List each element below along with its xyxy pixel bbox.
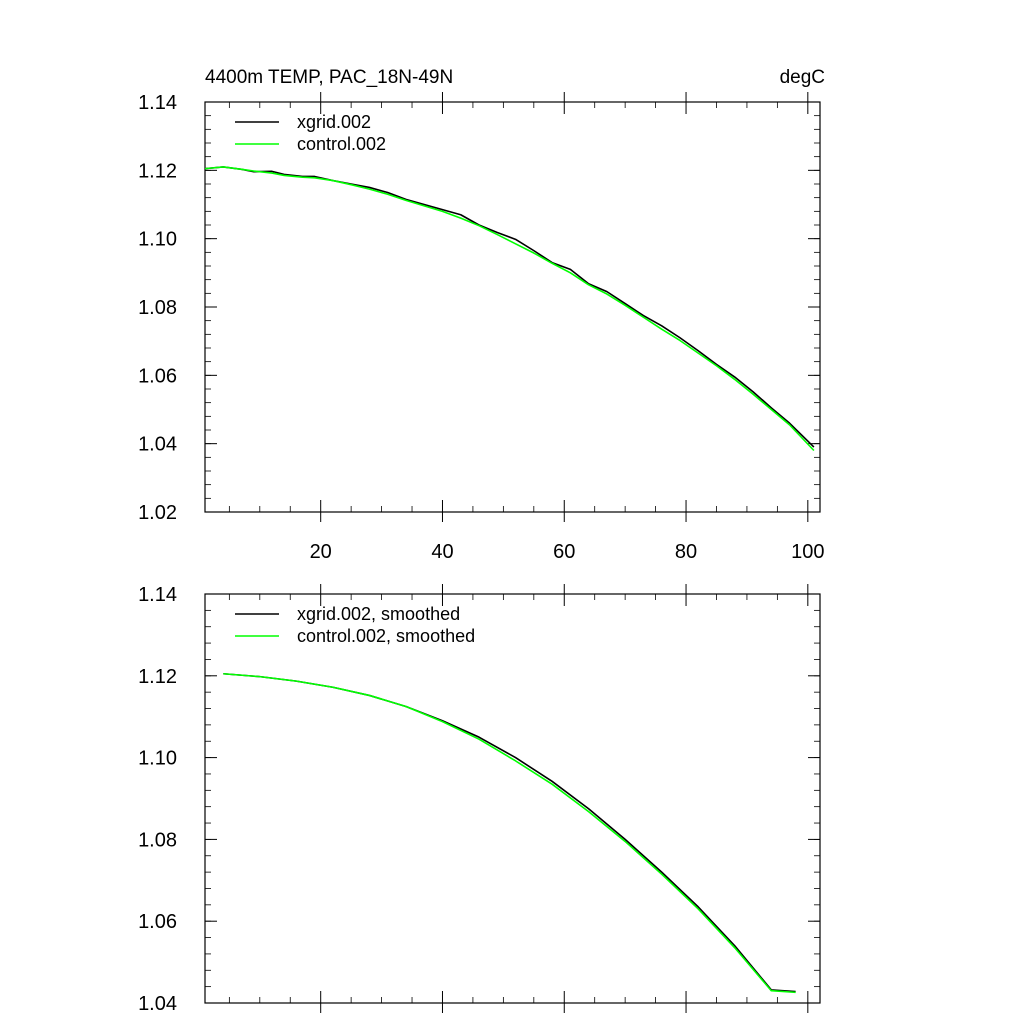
plot-frame — [204, 101, 821, 513]
y-tick-label: 1.08 — [138, 829, 177, 851]
legend-label: control.002 — [297, 134, 386, 154]
chart-title: 4400m TEMP, PAC_18N-49N — [205, 67, 453, 88]
y-tick-label: 1.10 — [138, 748, 177, 770]
x-tick-label: 80 — [675, 541, 697, 563]
y-tick-label: 1.10 — [138, 229, 177, 251]
y-tick-label: 1.06 — [138, 365, 177, 387]
top-panel: 4400m TEMP, PAC_18N-49N degC 1.02 1.04 1.0… — [138, 67, 825, 563]
x-tick-label: 60 — [553, 541, 575, 563]
y-tick-label: 1.12 — [138, 666, 177, 688]
x-tick-label: 100 — [791, 541, 824, 563]
legend-label: control.002, smoothed — [297, 626, 475, 646]
y-tick-label: 1.08 — [138, 297, 177, 319]
y-tick-label: 1.14 — [138, 92, 177, 114]
legend-label: xgrid.002 — [297, 112, 371, 132]
legend-label: xgrid.002, smoothed — [297, 604, 460, 624]
y-tick-label: 1.04 — [138, 993, 177, 1015]
series-line-control — [204, 166, 815, 452]
plot-frame — [204, 593, 821, 1004]
y-tick-label: 1.14 — [138, 584, 177, 606]
y-tick-label: 1.12 — [138, 160, 177, 182]
series-line-xgrid — [204, 166, 815, 448]
x-tick-label: 20 — [310, 541, 332, 563]
y-tick-label: 1.02 — [138, 502, 177, 524]
units-label: degC — [780, 67, 825, 88]
x-tick-label: 40 — [431, 541, 453, 563]
series-line-control — [223, 672, 796, 994]
y-tick-label: 1.06 — [138, 911, 177, 933]
y-tick-label: 1.04 — [138, 434, 177, 456]
bottom-panel: 1.04 1.06 1.08 1.10 1.12 1.14 xgrid.002, smoot… — [138, 584, 821, 1015]
series-line-xgrid — [223, 672, 796, 993]
